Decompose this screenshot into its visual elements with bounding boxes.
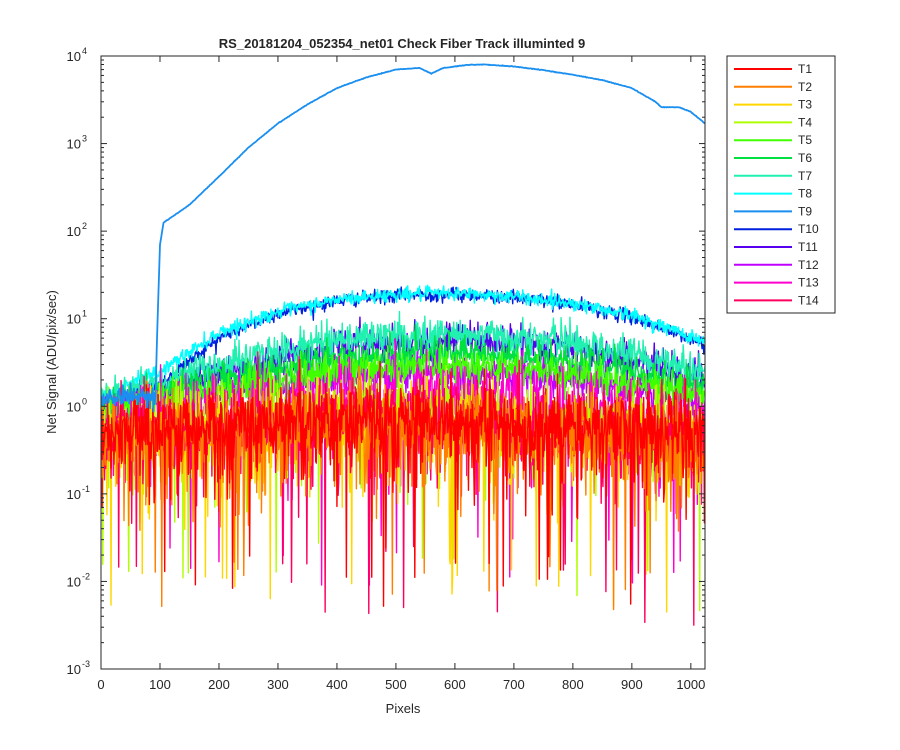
- series-line-t5: [101, 343, 705, 433]
- x-tick-label: 900: [621, 677, 643, 692]
- legend-label-t12: T12: [798, 258, 819, 272]
- y-tick-label: 10: [67, 574, 81, 589]
- legend-label-t8: T8: [798, 187, 812, 201]
- y-tick-label-exponent: 0: [82, 396, 87, 406]
- series-line-t1: [101, 358, 705, 607]
- legend-label-t3: T3: [798, 98, 812, 112]
- x-tick-label: 800: [562, 677, 584, 692]
- x-axis-ticks: 0 100 200 300 400 500 600 700 800 900 1000: [97, 56, 705, 692]
- x-tick-label: 0: [97, 677, 104, 692]
- x-tick-label: 500: [385, 677, 407, 692]
- y-tick-label: 10: [67, 49, 81, 64]
- x-axis-label: Pixels: [386, 701, 421, 716]
- x-tick-label: 100: [149, 677, 171, 692]
- legend-label-t7: T7: [798, 169, 812, 183]
- y-tick-label: 10: [67, 662, 81, 677]
- legend-label-t1: T1: [798, 62, 812, 76]
- y-tick-label-exponent: -2: [82, 571, 90, 581]
- x-tick-label: 200: [208, 677, 230, 692]
- y-tick-label: 10: [67, 487, 81, 502]
- x-tick-label: 300: [267, 677, 289, 692]
- series-line-t8: [101, 284, 705, 401]
- y-tick-label-exponent: -3: [82, 659, 90, 669]
- y-tick-label-exponent: 1: [82, 309, 87, 319]
- chart-title: RS_20181204_052354_net01 Check Fiber Tra…: [219, 36, 585, 51]
- legend-label-t9: T9: [798, 204, 812, 218]
- y-tick-label: 10: [67, 137, 81, 152]
- legend: T1 T2 T3 T4 T5 T6 T7 T8 T9 T10 T11 T12 T13 T14: [726, 55, 836, 314]
- legend-label-t2: T2: [798, 80, 812, 94]
- legend-label-t10: T10: [798, 222, 819, 236]
- y-tick-label-exponent: 3: [82, 134, 87, 144]
- legend-label-t11: T11: [798, 240, 818, 254]
- y-tick-label: 10: [67, 224, 81, 239]
- legend-label-t5: T5: [798, 133, 812, 147]
- legend-label-t4: T4: [798, 115, 812, 129]
- legend-label-t14: T14: [798, 293, 819, 307]
- legend-label-t13: T13: [798, 276, 819, 290]
- x-tick-label: 1000: [676, 677, 705, 692]
- y-tick-label: 10: [67, 312, 81, 327]
- x-tick-label: 700: [503, 677, 525, 692]
- x-tick-label: 600: [444, 677, 466, 692]
- y-tick-label: 10: [67, 399, 81, 414]
- plot-frame: [100, 55, 706, 670]
- y-tick-label-exponent: -1: [82, 484, 90, 494]
- series-layer: [101, 63, 705, 626]
- y-tick-label-exponent: 2: [82, 221, 87, 231]
- legend-box: [726, 55, 836, 314]
- series-line-t9: [101, 63, 705, 413]
- y-tick-label-exponent: 4: [82, 46, 87, 56]
- x-tick-label: 400: [326, 677, 348, 692]
- y-axis-label: Net Signal (ADU/pix/sec): [44, 290, 59, 434]
- legend-label-t6: T6: [798, 151, 812, 165]
